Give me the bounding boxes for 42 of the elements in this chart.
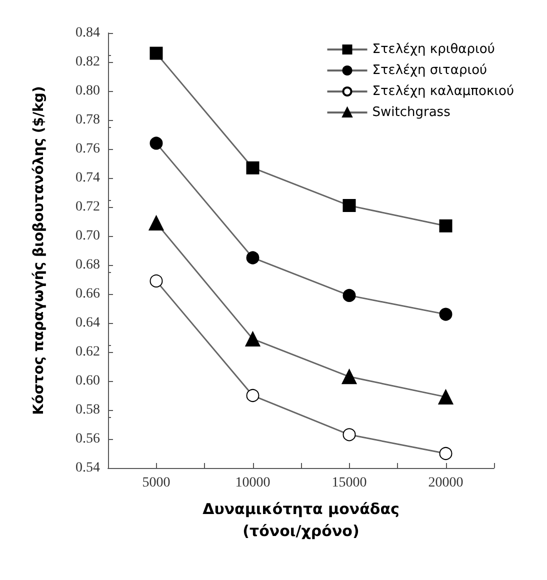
y-tick-label: 0.60: [76, 374, 100, 388]
y-tick-label: 0.62: [76, 344, 100, 360]
y-tick-label: 0.72: [76, 200, 100, 214]
point: [148, 215, 164, 230]
point: [245, 331, 260, 346]
point: [439, 219, 452, 232]
x-tick-label: 20000: [428, 476, 464, 490]
y-axis-title: Κόστος παραγωγής βιοβουτανόλης ($/kg): [31, 86, 47, 415]
point: [439, 308, 452, 321]
point: [439, 447, 452, 460]
y-tick-label: 0.54: [76, 460, 100, 476]
legend-label: Στελέχη κριθαριού: [372, 42, 495, 57]
point: [342, 199, 356, 212]
y-tick-label: 0.68: [76, 258, 100, 272]
y-tick-label: 0.76: [76, 142, 100, 156]
point: [246, 161, 260, 174]
y-tick-label: 0.70: [76, 228, 100, 244]
point: [150, 46, 163, 60]
y-tick-label: 0.82: [76, 54, 100, 70]
y-tick-label: 0.78: [76, 112, 100, 128]
legend-label: Στελέχη καλαμποκιού: [372, 84, 514, 99]
y-tick-label: 0.74: [76, 170, 100, 186]
x-tick-label: 5000: [142, 476, 170, 490]
y-tick-label: 0.58: [76, 402, 100, 418]
y-tick-label: 0.80: [76, 84, 100, 98]
y-tick-label: 0.56: [76, 432, 100, 446]
point: [342, 288, 356, 302]
point: [438, 389, 454, 404]
y-tick-label: 0.66: [76, 286, 100, 302]
point: [150, 136, 163, 150]
point: [342, 428, 356, 442]
x-tick-label: 15000: [332, 476, 367, 490]
legend-label: Στελέχη σιταριού: [372, 63, 488, 78]
point: [150, 274, 163, 288]
y-tick-label: 0.84: [76, 26, 100, 40]
x-axis-title: Δυναμικότητα μονάδας (τόνοι/χρόνο): [202, 500, 400, 540]
legend-label: Switchgrass: [372, 105, 451, 120]
point: [342, 369, 357, 384]
point: [246, 389, 260, 402]
y-tick-label: 0.64: [76, 316, 100, 330]
point: [246, 251, 260, 264]
x-tick-label: 10000: [235, 476, 270, 490]
